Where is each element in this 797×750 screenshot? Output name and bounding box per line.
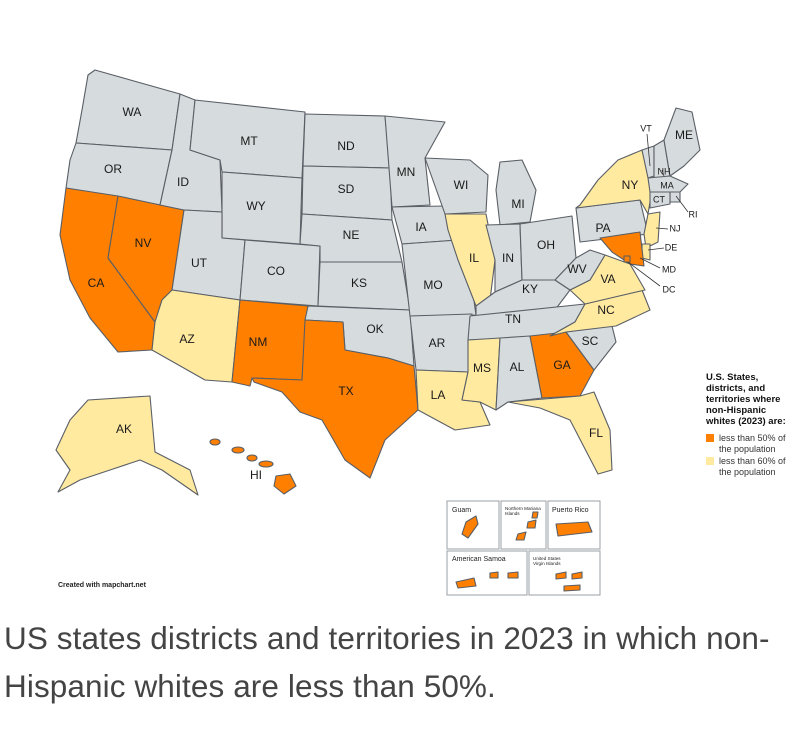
state-MN <box>384 115 446 208</box>
state-NM <box>231 299 309 387</box>
state-DC <box>623 255 631 263</box>
state-label-LA: LA <box>431 388 446 402</box>
state-label-MN: MN <box>397 165 416 179</box>
territory-label-nmi-line1: Northern Mariana <box>505 506 541 511</box>
state-label-AZ: AZ <box>179 332 194 346</box>
territory-label-pr: Puerto Rico <box>552 507 589 514</box>
state-label-VA: VA <box>600 272 615 286</box>
state-HI <box>209 438 297 495</box>
legend-title: U.S. States, districts, and territories … <box>706 372 786 427</box>
state-label-ND: ND <box>337 139 355 153</box>
state-label-RI: RI <box>689 209 698 219</box>
territory-guam <box>461 515 479 539</box>
state-MD <box>599 231 645 267</box>
territory-insets: Guam Northern Mariana Islands Puerto Ric… <box>446 500 601 596</box>
state-label-MS: MS <box>473 361 491 375</box>
state-label-PA: PA <box>595 221 610 235</box>
state-AZ <box>151 289 241 383</box>
state-label-MO: MO <box>423 278 442 292</box>
state-AK <box>55 395 199 496</box>
legend-swatch-lt60 <box>706 457 714 465</box>
state-label-TX: TX <box>338 384 353 398</box>
state-label-CO: CO <box>267 264 285 278</box>
state-label-OH: OH <box>537 238 555 252</box>
state-label-MI: MI <box>511 197 524 211</box>
state-label-IA: IA <box>415 220 426 234</box>
inset-nmi-box <box>500 500 547 550</box>
state-label-OK: OK <box>366 322 383 336</box>
state-NJ <box>643 211 661 249</box>
state-label-MD: MD <box>662 264 676 274</box>
state-label-HI: HI <box>250 468 262 482</box>
territory-label-usvi-line2: Virgin Islands <box>533 561 561 566</box>
state-label-NJ: NJ <box>670 223 681 233</box>
state-label-GA: GA <box>553 358 570 372</box>
territory-label-usvi-line1: United States <box>533 556 561 561</box>
territory-puerto-rico <box>555 521 593 537</box>
state-MI <box>495 159 537 226</box>
state-label-NH: NH <box>658 166 671 176</box>
territory-label-nmi-line2: Islands <box>505 511 520 516</box>
state-label-VT: VT <box>640 123 652 133</box>
legend-swatch-lt50 <box>706 434 714 442</box>
state-FL <box>507 391 613 475</box>
state-label-NM: NM <box>249 335 268 349</box>
state-label-KY: KY <box>522 282 538 296</box>
state-label-KS: KS <box>351 276 367 290</box>
state-label-MT: MT <box>240 134 258 148</box>
state-label-WA: WA <box>123 105 142 119</box>
state-CT <box>649 191 671 209</box>
state-label-OR: OR <box>104 162 122 176</box>
state-label-IN: IN <box>502 251 514 265</box>
state-label-NC: NC <box>597 303 615 317</box>
state-label-AL: AL <box>510 360 525 374</box>
state-label-TN: TN <box>505 312 521 326</box>
territory-label-guam: Guam <box>452 507 471 514</box>
state-label-UT: UT <box>191 256 208 270</box>
state-label-NE: NE <box>343 228 360 242</box>
us-map: WA OR CA NV ID MT WY UT AZ CO NM ND SD N… <box>55 69 701 596</box>
state-label-ME: ME <box>675 128 693 142</box>
state-label-IL: IL <box>469 251 479 265</box>
territory-american-samoa <box>455 571 519 589</box>
state-RI <box>669 191 681 203</box>
leader-lines <box>627 133 689 287</box>
state-labels: WA OR CA NV ID MT WY UT AZ CO NM ND SD N… <box>88 105 698 482</box>
state-label-AK: AK <box>116 422 132 436</box>
territory-label-samoa: American Samoa <box>452 556 506 563</box>
state-label-CT: CT <box>653 194 665 204</box>
territory-label-usvi: United States Virgin Islands <box>533 556 562 566</box>
legend-label-lt50: less than 50% of the population <box>719 433 786 454</box>
state-label-ID: ID <box>177 175 189 189</box>
state-label-NY: NY <box>622 178 639 192</box>
state-label-WV: WV <box>567 262 586 276</box>
states-layer <box>55 69 701 496</box>
credit-text: Created with mapchart.net <box>58 582 146 589</box>
state-AL <box>495 335 543 411</box>
state-label-AR: AR <box>429 336 446 350</box>
state-label-SC: SC <box>582 334 599 348</box>
state-label-MA: MA <box>660 180 674 190</box>
state-label-SD: SD <box>338 182 355 196</box>
legend-label-lt60: less than 60% of the population <box>719 456 786 477</box>
state-label-CA: CA <box>88 276 105 290</box>
state-MA <box>647 175 689 193</box>
state-label-DC: DC <box>663 284 676 294</box>
state-label-FL: FL <box>589 426 603 440</box>
state-label-WY: WY <box>246 199 265 213</box>
state-label-DE: DE <box>665 242 678 252</box>
caption: US states districts and territories in 2… <box>4 620 770 704</box>
territory-usvi <box>555 571 583 592</box>
state-WV <box>554 249 606 291</box>
state-WI <box>424 157 489 215</box>
state-label-WI: WI <box>454 178 469 192</box>
territory-label-nmi: Northern Mariana Islands <box>505 506 542 516</box>
state-label-NV: NV <box>135 236 152 250</box>
territory-nmi <box>515 511 539 541</box>
state-TX <box>251 319 419 479</box>
